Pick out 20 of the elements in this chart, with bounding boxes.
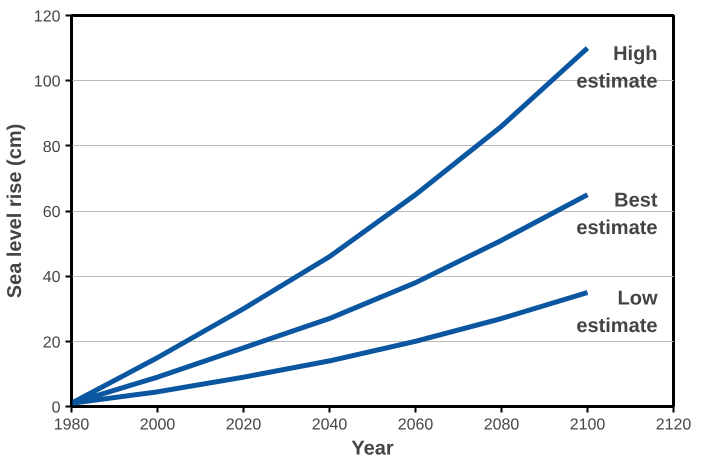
y-tick-label: 100 [34,74,61,91]
x-tick-label: 2120 [656,416,692,434]
x-tick-label: 1980 [54,416,90,434]
y-tick-label: 80 [42,138,61,156]
y-tick-label: 40 [42,269,61,286]
y-axis-title: Sea level rise (cm) [4,124,26,298]
y-tick-label: 0 [52,400,61,416]
y-tick-label: 60 [42,204,61,221]
x-axis-title: Year [351,438,394,460]
x-tick-label: 2040 [312,416,348,434]
series-label: High estimate [576,43,658,93]
x-tick-label: 2000 [140,416,176,434]
y-tick-label: 120 [34,8,61,26]
x-tick-label: 2020 [226,416,262,434]
series-label: Best estimate [576,190,658,240]
x-tick-label: 2080 [484,416,520,434]
y-tick-label: 20 [42,334,61,352]
x-tick-label: 2060 [398,416,434,434]
x-tick-label: 2100 [570,416,606,434]
series-label: Low estimate [576,287,658,337]
